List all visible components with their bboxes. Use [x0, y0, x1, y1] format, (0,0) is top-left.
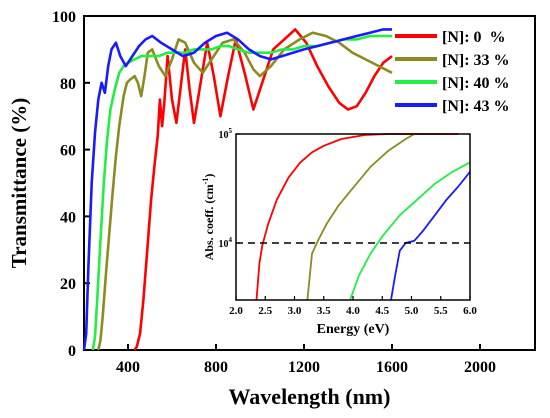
series-line-3	[82, 28, 392, 351]
inset-y-axis-title: Abs. coeff. (cm-1)	[201, 174, 216, 261]
y-tick-label: 60	[60, 143, 76, 160]
x-axis-title: Wavelength (nm)	[229, 384, 391, 409]
inset-series-line-1	[306, 133, 415, 301]
x-tick-label: 800	[204, 359, 228, 376]
inset-x-tick-label: 2.0	[229, 305, 243, 317]
y-tick-label: 100	[52, 9, 76, 26]
legend-label: [N]: 0 %	[442, 29, 506, 46]
y-tick-label: 80	[60, 76, 76, 93]
inset-series-line-2	[349, 161, 471, 301]
inset-x-tick-label: 2.5	[258, 305, 272, 317]
x-tick-label: 1200	[288, 359, 320, 376]
y-axis-title: Transmittance (%)	[7, 98, 31, 269]
inset-x-axis-title: Energy (eV)	[317, 322, 390, 337]
inset-x-tick-label: 6.0	[463, 305, 477, 317]
x-tick-label: 1600	[376, 359, 408, 376]
inset-x-tick-label: 3.5	[317, 305, 331, 317]
inset-series-line-3	[390, 171, 471, 301]
x-tick-label: 400	[116, 359, 140, 376]
inset-y-tick-label: 104	[219, 236, 233, 250]
y-tick-label: 20	[60, 276, 76, 293]
inset-y-tick-label: 105	[219, 127, 233, 141]
main-plot-frame	[83, 15, 536, 351]
legend-label: [N]: 43 %	[442, 98, 510, 115]
legend: [N]: 0 % [N]: 33 % [N]: 40 % [N]: 43 %	[395, 29, 510, 115]
y-tick-label: 0	[68, 343, 76, 360]
inset-x-tick-label: 5.5	[434, 305, 448, 317]
inset-x-tick-label: 4.5	[375, 305, 389, 317]
inset-x-tick-label: 4.0	[346, 305, 360, 317]
x-tick-label: 2000	[464, 359, 496, 376]
inset-y-axis-title-superscript: -1	[201, 178, 210, 185]
series-line-1	[97, 31, 393, 351]
inset-x-tick-label: 5.0	[405, 305, 419, 317]
inset-x-tick-label: 3.0	[288, 305, 302, 317]
inset-absorption-plot: 2.0 2.5 3.0 3.5 4.0 4.5 5.0 5.5 6.0 104 105 Energy…	[201, 127, 477, 337]
legend-label: [N]: 40 %	[442, 75, 510, 92]
y-tick-label: 40	[60, 209, 76, 226]
legend-label: [N]: 33 %	[442, 52, 510, 69]
